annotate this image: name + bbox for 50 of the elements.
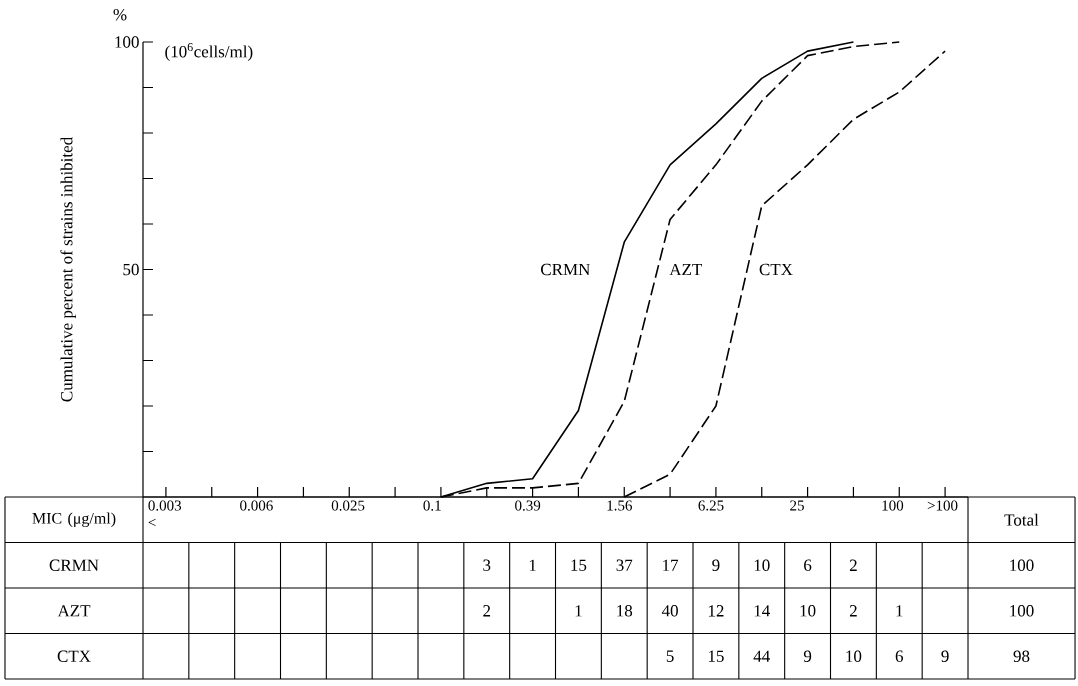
- data-label: 18: [617, 605, 633, 617]
- data-label: 1: [575, 605, 582, 617]
- y-tick-label: CRMN: [49, 559, 99, 571]
- x-tick-label: >100: [927, 500, 958, 511]
- data-label: 3: [483, 559, 491, 571]
- data-label: 15: [708, 650, 724, 662]
- y-tick-label: CTX: [57, 650, 91, 662]
- x-tick-label: 25: [790, 500, 804, 511]
- x-tick-label: 1.56: [607, 500, 633, 511]
- text: Total: [1004, 513, 1039, 526]
- data-label: 1: [529, 559, 536, 571]
- x-tick-label: 0.025: [331, 500, 365, 511]
- data-label: 1: [896, 605, 903, 617]
- x-tick-label: 0.006: [240, 500, 273, 511]
- x-tick-label: 0.003 <: [148, 500, 182, 527]
- data-label: 12: [708, 605, 724, 617]
- data-label: 40: [661, 605, 678, 617]
- x-tick-label: 0.39: [515, 500, 541, 511]
- data-label: 9: [941, 650, 949, 662]
- data-label: 9: [803, 650, 812, 662]
- x-tick-label: 6.25: [698, 500, 724, 511]
- data-label: 15: [571, 559, 587, 571]
- y-axis-title: Cumulative percent of strains inhibited: [60, 137, 76, 402]
- x-axis-title: MIC (μg/ml): [32, 512, 116, 528]
- data-label: 14: [754, 605, 770, 617]
- data-label: 10: [754, 559, 770, 571]
- data-label: 2: [849, 559, 857, 571]
- x-tick-label: 0.1: [423, 500, 441, 511]
- data-label: 9: [712, 559, 720, 571]
- data-label: 10: [800, 605, 816, 617]
- text: 98: [1013, 650, 1030, 662]
- series-label: CRMN: [541, 263, 590, 276]
- text: 100: [1010, 559, 1034, 571]
- text: %: [113, 8, 127, 21]
- data-label: 10: [846, 650, 862, 662]
- data-label: 17: [663, 559, 679, 571]
- annotation: (10$^{6}$cells/ml): [165, 43, 253, 61]
- y-tick-label: AZT: [57, 605, 91, 617]
- text: 100: [1010, 605, 1034, 617]
- series-label: AZT: [669, 263, 703, 276]
- data-label: 5: [666, 650, 674, 662]
- data-label: 6: [895, 650, 904, 662]
- y-tick-label: 50: [123, 263, 139, 276]
- data-label: 44: [753, 650, 770, 662]
- x-tick-label: 100: [882, 500, 904, 511]
- data-label: 6: [804, 559, 812, 571]
- series-label: CTX: [759, 263, 793, 276]
- data-label: 2: [483, 605, 491, 617]
- data-label: 2: [849, 605, 857, 617]
- data-label: 37: [616, 559, 633, 571]
